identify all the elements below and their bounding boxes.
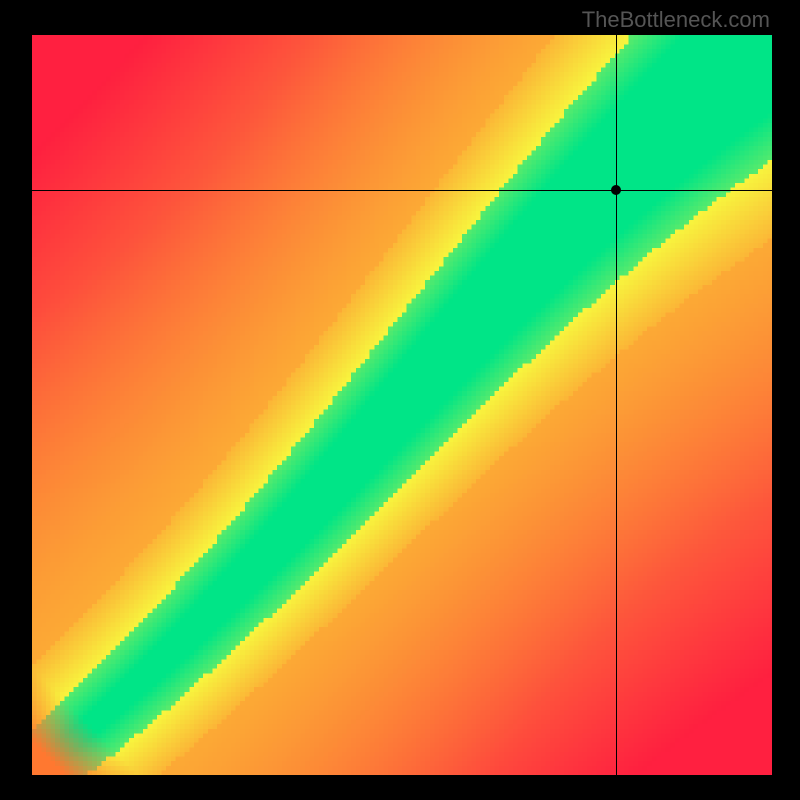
bottleneck-heatmap xyxy=(32,35,772,775)
crosshair-horizontal xyxy=(32,190,772,191)
crosshair-vertical xyxy=(616,35,617,775)
intersection-marker[interactable] xyxy=(611,185,621,195)
attribution-text: TheBottleneck.com xyxy=(582,7,770,33)
plot-area xyxy=(32,35,772,775)
